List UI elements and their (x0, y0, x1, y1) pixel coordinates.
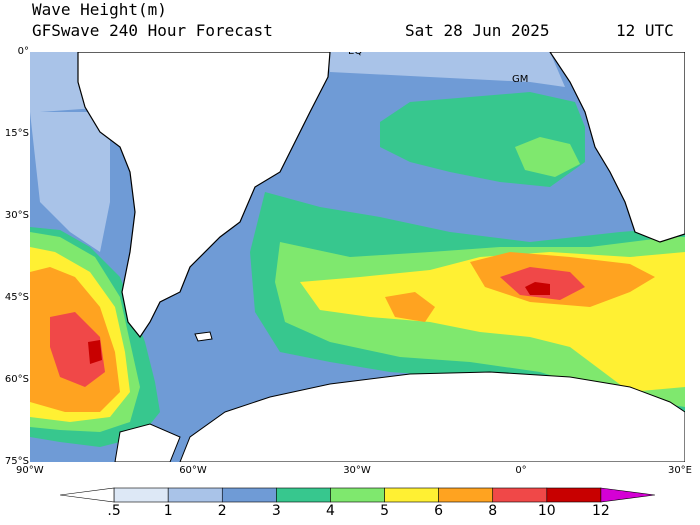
colorbar-tick-label: 6 (434, 503, 444, 519)
colorbar-tick-label: 10 (537, 503, 556, 519)
wave-height-map: EQ GM (30, 52, 685, 462)
map-title: Wave Height(m) (32, 0, 167, 19)
antarctica-landmass (179, 371, 685, 462)
lon-label: 90°W (16, 465, 44, 476)
wave-zone-4m (515, 137, 580, 177)
wave-zone-1m (325, 52, 565, 87)
colorbar-tick-label: 5 (380, 503, 389, 519)
colorbar-tick-label: 8 (488, 503, 498, 519)
lat-label: 60°S (4, 374, 29, 385)
lat-label: 15°S (4, 128, 29, 139)
forecast-time: 12 UTC (616, 21, 674, 40)
colorbar-segment (113, 487, 169, 503)
falkland-islands (194, 331, 213, 342)
colorbar-segment (384, 487, 439, 503)
lat-label: 75°S (4, 456, 29, 467)
colorbar-segment (167, 487, 223, 503)
south-america-landmass (77, 52, 331, 339)
antarctic-peninsula (114, 423, 181, 462)
colorbar-tick-label: .5 (107, 503, 121, 519)
wave-zone-6m (385, 292, 435, 322)
colorbar-tick-label: 3 (271, 503, 281, 519)
wave-zone-10m (525, 282, 550, 295)
colorbar-segment (438, 487, 494, 503)
greenwich-label: GM (512, 74, 528, 85)
colorbar-segment (492, 487, 548, 503)
lon-label: 30°W (343, 465, 371, 476)
colorbar-segment (276, 487, 331, 503)
wave-zone-10m (88, 340, 102, 364)
lon-label: 0° (515, 465, 527, 476)
wave-zone-8m (50, 312, 105, 387)
lat-label: 45°S (4, 292, 29, 303)
wave-zone-1m (30, 112, 110, 252)
equator-label: EQ (348, 52, 362, 57)
forecast-date: Sat 28 Jun 2025 (405, 21, 550, 40)
lat-label: 0° (17, 46, 29, 57)
colorbar-tick-label: 4 (325, 503, 335, 519)
colorbar-segment (221, 487, 277, 503)
colorbar-segment (546, 487, 602, 503)
africa-landmass (549, 52, 685, 243)
colorbar-segment (330, 487, 385, 503)
lon-label: 30°E (667, 465, 692, 476)
colorbar-tick-label: 12 (591, 503, 610, 519)
colorbar-segment (600, 487, 655, 503)
wave-height-colorbar (60, 487, 655, 503)
forecast-subtitle: GFSwave 240 Hour Forecast (32, 21, 273, 40)
lat-label: 30°S (4, 210, 29, 221)
colorbar-segment (60, 487, 115, 503)
colorbar-tick-label: 2 (217, 503, 227, 519)
lon-label: 60°W (179, 465, 207, 476)
colorbar-tick-label: 1 (163, 503, 173, 519)
